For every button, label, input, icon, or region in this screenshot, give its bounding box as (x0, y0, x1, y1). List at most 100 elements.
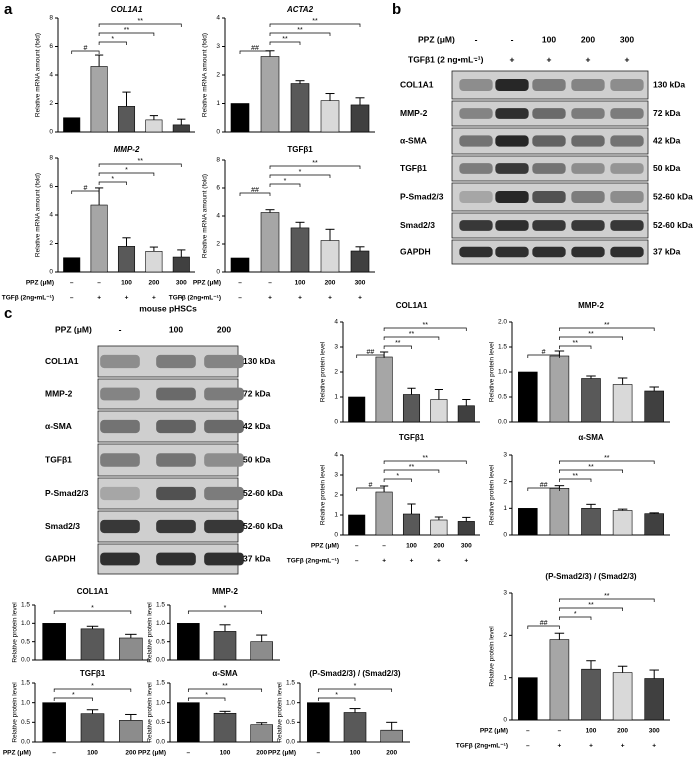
blot-band (100, 387, 140, 401)
sig-bracket (559, 336, 623, 340)
y-tick-label: 0 (49, 269, 53, 276)
sig-label: * (91, 683, 94, 690)
blot-protein: TGFβ1 (45, 454, 72, 464)
sig-label: # (368, 482, 372, 489)
blot-band (459, 135, 493, 147)
condition-value: 100 (121, 280, 132, 287)
condition-label: PPZ (μM) (26, 280, 54, 287)
chart-title: TGFβ1 (287, 145, 313, 154)
y-axis-label: Relative mRNA amount (fold) (35, 173, 42, 257)
blot-band (156, 453, 196, 467)
bar (230, 103, 250, 133)
sig-bracket (527, 354, 560, 358)
y-tick-label: 0.5 (286, 719, 295, 726)
sig-bracket (269, 183, 301, 187)
blot-band (495, 79, 529, 91)
bar (90, 66, 108, 133)
condition-value: + (152, 295, 156, 302)
sig-label: ## (540, 482, 548, 489)
bar (343, 712, 367, 743)
y-tick-label: 0 (334, 419, 338, 426)
condition-value: – (355, 543, 359, 550)
sig-label: ** (282, 36, 288, 43)
condition-value: + (328, 295, 332, 302)
sig-bracket (527, 625, 560, 629)
y-tick-label: 2 (334, 369, 338, 376)
blot-band (532, 108, 566, 119)
bar (581, 508, 601, 536)
sig-bracket (71, 50, 100, 54)
y-tick-label: 0 (49, 129, 53, 136)
condition-value: + (268, 295, 272, 302)
sig-bracket (383, 336, 440, 340)
blot-header-value: 100 (169, 324, 183, 334)
y-tick-label: 2.0 (498, 319, 507, 326)
y-axis-label: Relative protein level (147, 602, 154, 663)
sig-bracket (239, 192, 271, 196)
y-tick-label: 0.0 (21, 739, 30, 746)
sig-label: # (542, 349, 546, 356)
sig-bracket (239, 50, 271, 54)
blot-size: 72 kDa (243, 388, 271, 398)
blot-header-label: PPZ (μM) (55, 324, 92, 334)
y-tick-label: 0 (216, 129, 220, 136)
sig-bracket (98, 23, 182, 27)
sig-label: ** (588, 331, 594, 338)
condition-value: – (52, 750, 56, 757)
condition-value: + (298, 295, 302, 302)
y-axis-label: Relative protein level (12, 602, 19, 663)
y-tick-label: 8 (49, 155, 53, 162)
condition-value: 300 (649, 728, 660, 735)
condition-value: 100 (350, 750, 361, 757)
sig-label: ** (137, 18, 143, 25)
y-tick-label: 0.0 (21, 657, 30, 664)
sig-bracket (269, 41, 301, 45)
y-tick-label: 4 (216, 15, 220, 22)
condition-value: + (464, 558, 468, 565)
sig-bracket (187, 697, 226, 701)
bar (230, 257, 250, 273)
blot-header-value: + (510, 54, 515, 64)
blot-protein: COL1A1 (45, 356, 79, 366)
sig-label: ## (540, 620, 548, 627)
y-tick-label: 2 (49, 100, 53, 107)
blot-size: 42 kDa (243, 421, 271, 431)
blot-band (156, 354, 196, 369)
sig-bracket (269, 23, 361, 27)
blot-size: 42 kDa (653, 135, 681, 145)
blot-header-label: PPZ (μM) (418, 34, 455, 44)
y-tick-label: 1.0 (156, 699, 165, 706)
chart-title: TGFβ1 (399, 433, 425, 442)
bar (42, 623, 66, 661)
bar (375, 356, 393, 423)
y-tick-label: 0.5 (156, 638, 165, 645)
bar (80, 628, 105, 661)
chart-title: (P-Smad2/3) / (Smad2/3) (309, 669, 400, 678)
blot-size: 130 kDa (653, 79, 685, 89)
bar (518, 508, 538, 536)
blot-header-value: 100 (542, 34, 556, 44)
sig-bracket (356, 487, 385, 491)
blot-protein: Smad2/3 (45, 521, 80, 531)
bar (42, 702, 66, 743)
y-tick-label: 0 (503, 532, 507, 539)
condition-value: + (382, 558, 386, 565)
bar (644, 513, 664, 536)
blot-size: 52-60 kDa (243, 488, 283, 498)
condition-value: 200 (125, 750, 136, 757)
bar (402, 513, 421, 536)
blot-band (571, 246, 605, 258)
condition-value: – (355, 558, 359, 565)
sig-bracket (187, 688, 263, 692)
y-tick-label: 0.0 (498, 419, 507, 426)
bar (213, 712, 237, 743)
blot-size: 52-60 kDa (653, 191, 693, 201)
blot-band (495, 163, 529, 174)
bar (581, 378, 601, 423)
condition-value: 200 (386, 750, 397, 757)
bar (644, 390, 664, 423)
sig-bracket (356, 354, 385, 358)
chart-title: COL1A1 (396, 301, 428, 310)
blot-band (571, 79, 605, 91)
